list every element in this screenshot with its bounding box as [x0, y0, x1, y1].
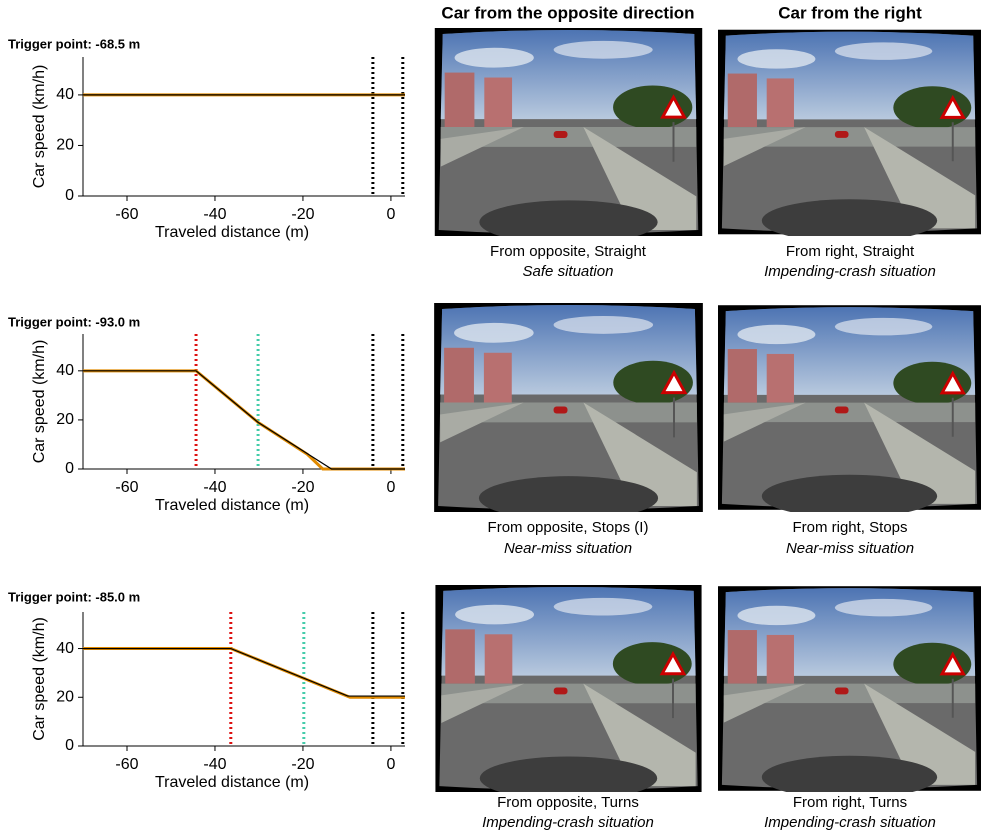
x-tick-label: 0: [386, 479, 395, 496]
caption: Impending-crash situation: [764, 263, 936, 280]
scene-image: [433, 28, 704, 236]
y-tick-label: 0: [65, 460, 74, 477]
caption: Safe situation: [523, 263, 614, 280]
y-tick-label: 0: [65, 737, 74, 754]
x-tick-label: -60: [115, 206, 138, 223]
speed-line: [83, 647, 405, 699]
x-tick-label: -20: [291, 206, 314, 223]
caption: From opposite, Turns: [497, 794, 639, 811]
chart-title: Trigger point: -68.5 m: [8, 36, 140, 51]
scene-image: [718, 585, 981, 792]
caption: From right, Turns: [793, 794, 907, 811]
x-tick-label: 0: [386, 756, 395, 773]
speed-line: [83, 370, 405, 470]
speed-line: [83, 369, 405, 471]
caption: Impending-crash situation: [482, 814, 654, 831]
y-tick-label: 20: [56, 137, 74, 154]
y-tick-label: 20: [56, 411, 74, 428]
y-tick-label: 40: [56, 640, 74, 657]
scene-image: [718, 303, 981, 512]
x-tick-label: -20: [291, 756, 314, 773]
caption: From opposite, Stops (I): [488, 519, 649, 536]
chart-title: Trigger point: -93.0 m: [8, 314, 140, 329]
x-axis-label: Traveled distance (m): [155, 224, 309, 241]
y-axis-label: Car speed (km/h): [31, 617, 48, 741]
scene-image: [433, 585, 704, 792]
caption: Impending-crash situation: [764, 814, 936, 831]
y-tick-label: 0: [65, 187, 74, 204]
caption: Near-miss situation: [786, 540, 914, 557]
y-tick-label: 40: [56, 362, 74, 379]
y-tick-label: 20: [56, 688, 74, 705]
y-axis-label: Car speed (km/h): [31, 65, 48, 189]
column-header: Car from the right: [778, 3, 922, 22]
x-tick-label: -60: [115, 479, 138, 496]
y-axis-label: Car speed (km/h): [31, 340, 48, 464]
x-tick-label: -40: [203, 206, 226, 223]
x-axis-label: Traveled distance (m): [155, 497, 309, 514]
caption: From right, Stops: [792, 519, 907, 536]
chart-title: Trigger point: -85.0 m: [8, 589, 140, 604]
x-tick-label: -20: [291, 479, 314, 496]
x-tick-label: -60: [115, 756, 138, 773]
caption: From opposite, Straight: [490, 243, 647, 260]
scene-image: [432, 303, 705, 512]
caption: Near-miss situation: [504, 540, 632, 557]
speed-line: [83, 647, 405, 697]
x-tick-label: -40: [203, 479, 226, 496]
column-header: Car from the opposite direction: [441, 3, 694, 22]
y-tick-label: 40: [56, 86, 74, 103]
x-axis-label: Traveled distance (m): [155, 774, 309, 791]
x-tick-label: -40: [203, 756, 226, 773]
caption: From right, Straight: [786, 243, 915, 260]
x-tick-label: 0: [386, 206, 395, 223]
scene-image: [718, 28, 981, 236]
